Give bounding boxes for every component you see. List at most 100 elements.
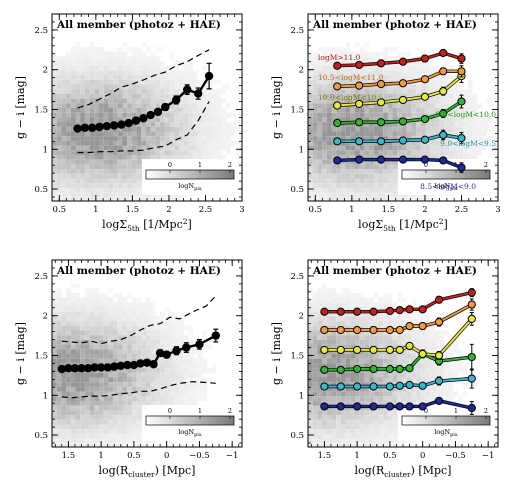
x-tick-label: 0 [164,451,169,461]
x-tick-label: 1.5 [382,205,396,215]
colorbar-tick-label: 2 [228,407,232,415]
data-layer [320,288,476,415]
median-point [172,95,181,105]
series-point [385,364,394,374]
colorbar-tick-label: 0 [168,407,172,415]
series-point [369,325,378,335]
mass-bin-label: 10.0<logM<10.5 [318,93,384,102]
series-point [395,325,404,335]
colorbar-label: logNpix [178,428,202,438]
series-point [418,305,427,314]
median-point [83,364,93,373]
x-tick-label: 1.5 [62,451,76,461]
series-line [324,291,473,313]
y-tick-label: 2.5 [34,272,48,282]
colorbar: 0 1 2 logNpix [142,159,238,195]
series-point [376,59,386,68]
median-point [96,363,106,372]
median-point [129,360,139,370]
series-point [434,351,444,360]
series-point [333,156,342,165]
median-point [77,364,86,373]
series-point [434,295,444,304]
y-tick-label: 1 [43,145,48,155]
median-point [117,120,126,129]
series-point [439,87,448,96]
x-axis-label: logΣ5th [1/Mpc2] [102,217,192,233]
series-point [376,155,386,164]
median-point [116,361,125,371]
series-point [395,364,404,374]
series-point [333,61,342,70]
series-point [434,396,444,405]
median-point [124,118,133,128]
series-point [418,321,427,331]
lower-percentile-line [77,101,210,154]
series-point [353,345,362,355]
series-point [353,402,362,411]
series-point [353,364,362,374]
x-tick-label: 0 [420,451,425,461]
series-point [385,345,394,355]
y-tick-label: 2.5 [290,272,304,282]
series-point [434,317,444,327]
series-point [376,98,386,107]
x-tick-label: 1 [354,451,359,461]
series-point [467,314,476,323]
x-tick-label: 2.5 [199,205,213,215]
median-point [90,363,99,372]
series-point [369,402,378,411]
series-point [405,364,414,373]
series-point [420,135,430,144]
panel-title: All member (photoz + HAE) [312,19,477,31]
series-point [336,325,345,335]
series-point [420,75,430,84]
series-point [320,382,329,391]
series-point [355,118,364,127]
mass-bin-label: 9.5<logM<10.0 [435,110,496,119]
series-point [398,95,408,105]
series-line [324,318,473,357]
series-point [439,156,448,165]
colorbar: 0 1 2 logNpix [142,405,238,441]
colorbar-label: logNpix [434,182,458,192]
colorbar-tick-label: 0 [424,407,428,415]
series-point [434,376,444,386]
y-tick-label: 0.5 [34,431,48,441]
x-tick-label: 0.5 [309,205,323,215]
series-point [418,381,427,390]
series-line [324,399,473,409]
series-point [398,57,408,66]
series-point [457,67,466,76]
x-tick-label: 1.5 [126,205,140,215]
series-point [376,79,386,89]
series-point [336,402,345,411]
colorbar-tick-label: 2 [484,161,488,169]
colorbar-tick-label: 1 [198,407,202,415]
colorbar-tick-label: 1 [454,407,458,415]
x-tick-label: −1 [226,451,239,461]
series-point [439,130,448,140]
series-point [457,163,466,172]
colorbar-tick-label: 2 [228,161,232,169]
median-point [172,346,181,355]
series-point [405,321,414,331]
series-point [355,60,364,70]
median-point [87,123,97,132]
series-point [320,345,329,355]
series-point [467,288,476,297]
series-point [457,134,466,143]
y-axis-label: g − i [mag] [14,76,27,139]
chart-panel-4: 1.5 1 0.5 0 −0.5 −1 0.5 1 1.5 2 2.5 All member (pho… [270,259,499,479]
series-point [355,155,364,164]
chart-panel-3: 1.5 1 0.5 0 −0.5 −1 0.5 1 1.5 2 2.5 All member (pho… [14,259,243,479]
median-point [109,121,119,130]
median-point [211,331,220,340]
upper-percentile-line [77,49,210,109]
series-point [418,349,427,358]
data-layer [57,295,220,399]
x-tick-label: 2.5 [455,205,469,215]
series-point [353,307,362,316]
series-point [420,54,430,63]
